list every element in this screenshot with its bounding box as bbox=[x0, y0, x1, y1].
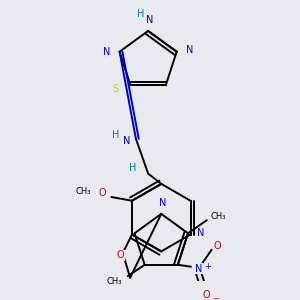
Text: O: O bbox=[117, 250, 124, 260]
Text: S: S bbox=[112, 84, 118, 94]
Text: H: H bbox=[137, 9, 144, 19]
Text: N: N bbox=[103, 47, 110, 57]
Text: N: N bbox=[159, 198, 167, 208]
Text: N: N bbox=[146, 15, 154, 25]
Text: CH₃: CH₃ bbox=[76, 187, 91, 196]
Text: N: N bbox=[123, 136, 130, 146]
Text: +: + bbox=[204, 262, 211, 271]
Text: N: N bbox=[197, 228, 205, 238]
Text: H: H bbox=[129, 163, 137, 173]
Text: O: O bbox=[98, 188, 106, 198]
Text: O: O bbox=[202, 290, 210, 300]
Text: CH₃: CH₃ bbox=[210, 212, 226, 221]
Text: H: H bbox=[112, 130, 119, 140]
Text: CH₃: CH₃ bbox=[107, 277, 122, 286]
Text: O: O bbox=[213, 241, 221, 251]
Text: N: N bbox=[195, 264, 202, 274]
Text: −: − bbox=[212, 294, 219, 300]
Text: N: N bbox=[186, 45, 194, 55]
